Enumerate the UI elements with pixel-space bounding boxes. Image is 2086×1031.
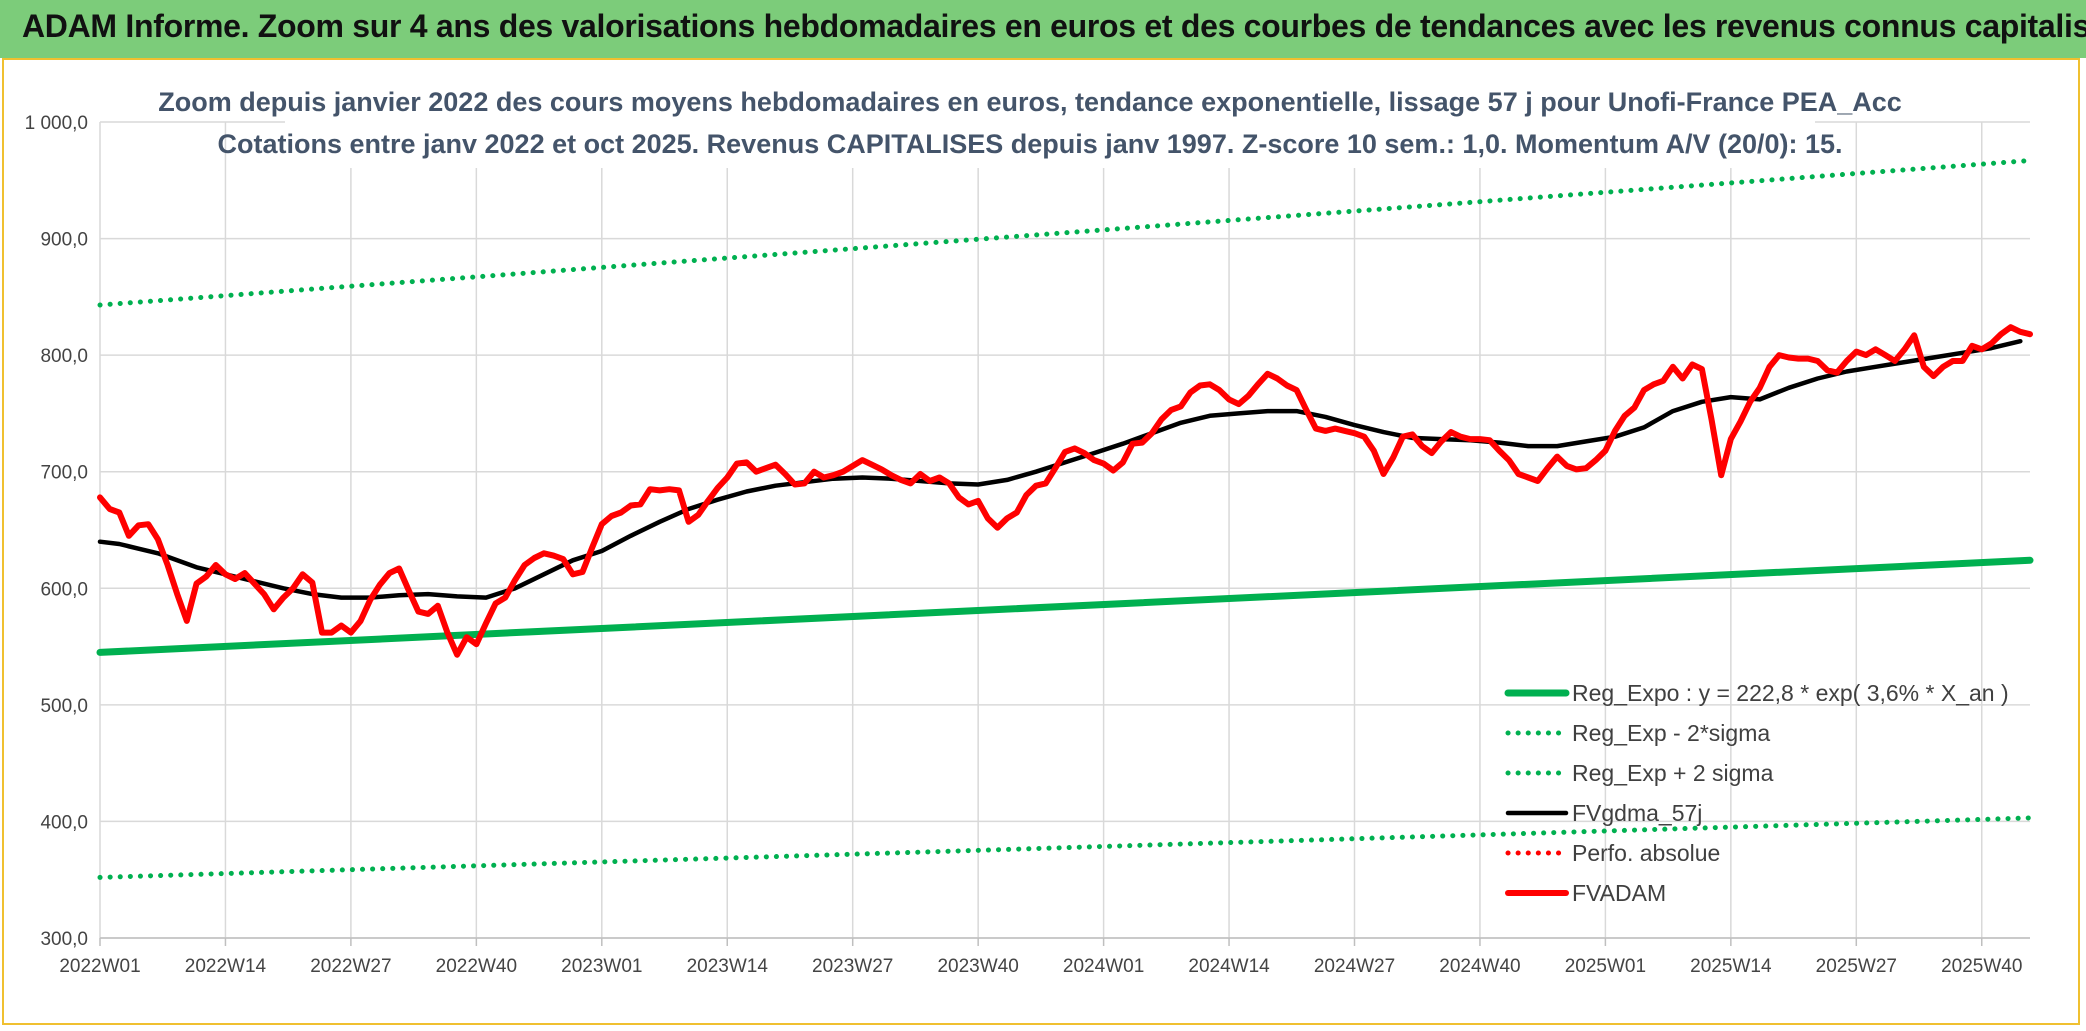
series-line-fvgdma-57j bbox=[97, 338, 2023, 600]
page-title: ADAM Informe. Zoom sur 4 ans des valoris… bbox=[22, 8, 2086, 44]
series-line-reg-expo bbox=[96, 556, 2034, 656]
chart-title-line2: Cotations entre janv 2022 et oct 2025. R… bbox=[217, 129, 1842, 159]
legend-label: Reg_Expo : y = 222,8 * exp( 3,6% * X_an … bbox=[1572, 680, 2009, 706]
x-tick-label: 2023W27 bbox=[812, 956, 893, 977]
y-tick-label: 600,0 bbox=[40, 579, 88, 600]
x-tick-label: 2024W27 bbox=[1314, 956, 1395, 977]
series-line-reg-exp bbox=[97, 815, 2033, 880]
y-tick-label: 400,0 bbox=[40, 812, 88, 833]
chart-title-line1: Zoom depuis janvier 2022 des cours moyen… bbox=[158, 87, 1902, 117]
y-tick-label: 700,0 bbox=[40, 463, 88, 484]
x-tick-label: 2025W27 bbox=[1816, 956, 1897, 977]
x-tick-label: 2025W01 bbox=[1565, 956, 1646, 977]
x-axis-ticks: 2022W01 2022W14 2022W27 2022W40 2023W01 2023W… bbox=[59, 938, 2022, 977]
x-tick-label: 2024W14 bbox=[1188, 956, 1270, 977]
y-tick-label: 800,0 bbox=[40, 346, 88, 367]
series-line-reg-exp bbox=[97, 158, 2033, 308]
y-tick-label: 300,0 bbox=[40, 929, 88, 950]
x-tick-label: 2023W40 bbox=[937, 956, 1018, 977]
legend-label: Reg_Exp - 2*sigma bbox=[1572, 720, 1770, 746]
legend-label: Perfo. absolue bbox=[1572, 840, 1720, 866]
x-tick-label: 2023W14 bbox=[687, 956, 769, 977]
series-group bbox=[96, 158, 2034, 880]
x-tick-label: 2024W40 bbox=[1439, 956, 1520, 977]
header-banner: ADAM Informe. Zoom sur 4 ans des valoris… bbox=[0, 0, 2086, 58]
x-tick-label: 2025W40 bbox=[1941, 956, 2022, 977]
y-tick-label: 1 000,0 bbox=[25, 113, 88, 134]
chart-frame bbox=[2, 58, 2080, 1025]
title-background bbox=[285, 76, 1815, 168]
x-tick-label: 2022W14 bbox=[185, 956, 267, 977]
series-line-fvadam bbox=[97, 324, 2033, 658]
grid-lines bbox=[99, 121, 2030, 939]
x-tick-label: 2022W01 bbox=[59, 956, 140, 977]
y-tick-label: 500,0 bbox=[40, 696, 88, 717]
legend-label: Reg_Exp + 2 sigma bbox=[1572, 760, 1774, 786]
x-tick-label: 2024W01 bbox=[1063, 956, 1144, 977]
x-tick-label: 2025W14 bbox=[1690, 956, 1772, 977]
x-tick-label: 2022W40 bbox=[436, 956, 517, 977]
x-tick-label: 2022W27 bbox=[310, 956, 391, 977]
y-tick-label: 900,0 bbox=[40, 230, 88, 251]
x-tick-label: 2023W01 bbox=[561, 956, 642, 977]
legend-label: FVADAM bbox=[1572, 880, 1666, 906]
y-axis-ticks: 1 000,0 900,0 800,0 700,0 600,0 500,0 400,0 300… bbox=[25, 113, 88, 950]
legend-label: FVgdma_57j bbox=[1572, 800, 1702, 826]
chart-legend: Reg_Expo : y = 222,8 * exp( 3,6% * X_an … bbox=[1504, 680, 2009, 906]
